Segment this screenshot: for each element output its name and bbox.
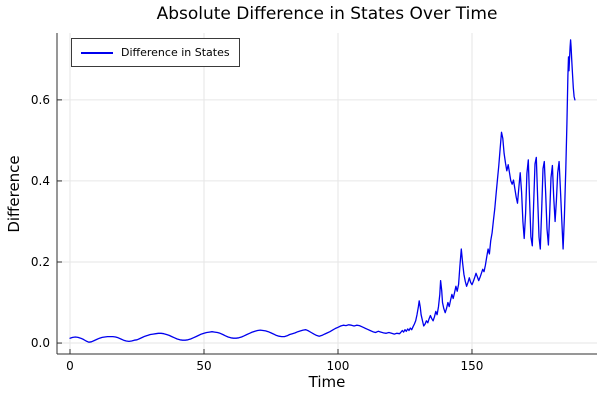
y-tick-label: 0.4 <box>31 174 50 188</box>
legend-line-sample <box>81 51 113 54</box>
legend: Difference in States <box>71 38 240 67</box>
x-tick-label: 150 <box>461 359 484 373</box>
y-tick-label: 0.2 <box>31 255 50 269</box>
series-line <box>69 39 576 343</box>
x-tick-label: 50 <box>196 359 211 373</box>
x-tick-label: 0 <box>66 359 74 373</box>
y-tick-label: 0.6 <box>31 93 50 107</box>
chart-title: Absolute Difference in States Over Time <box>156 4 498 24</box>
y-axis-title: Difference <box>5 155 23 233</box>
legend-entry-label: Difference in States <box>121 46 230 59</box>
x-tick-label: 100 <box>327 359 350 373</box>
x-axis-title: Time <box>308 373 346 391</box>
y-tick-label: 0.0 <box>31 336 50 350</box>
